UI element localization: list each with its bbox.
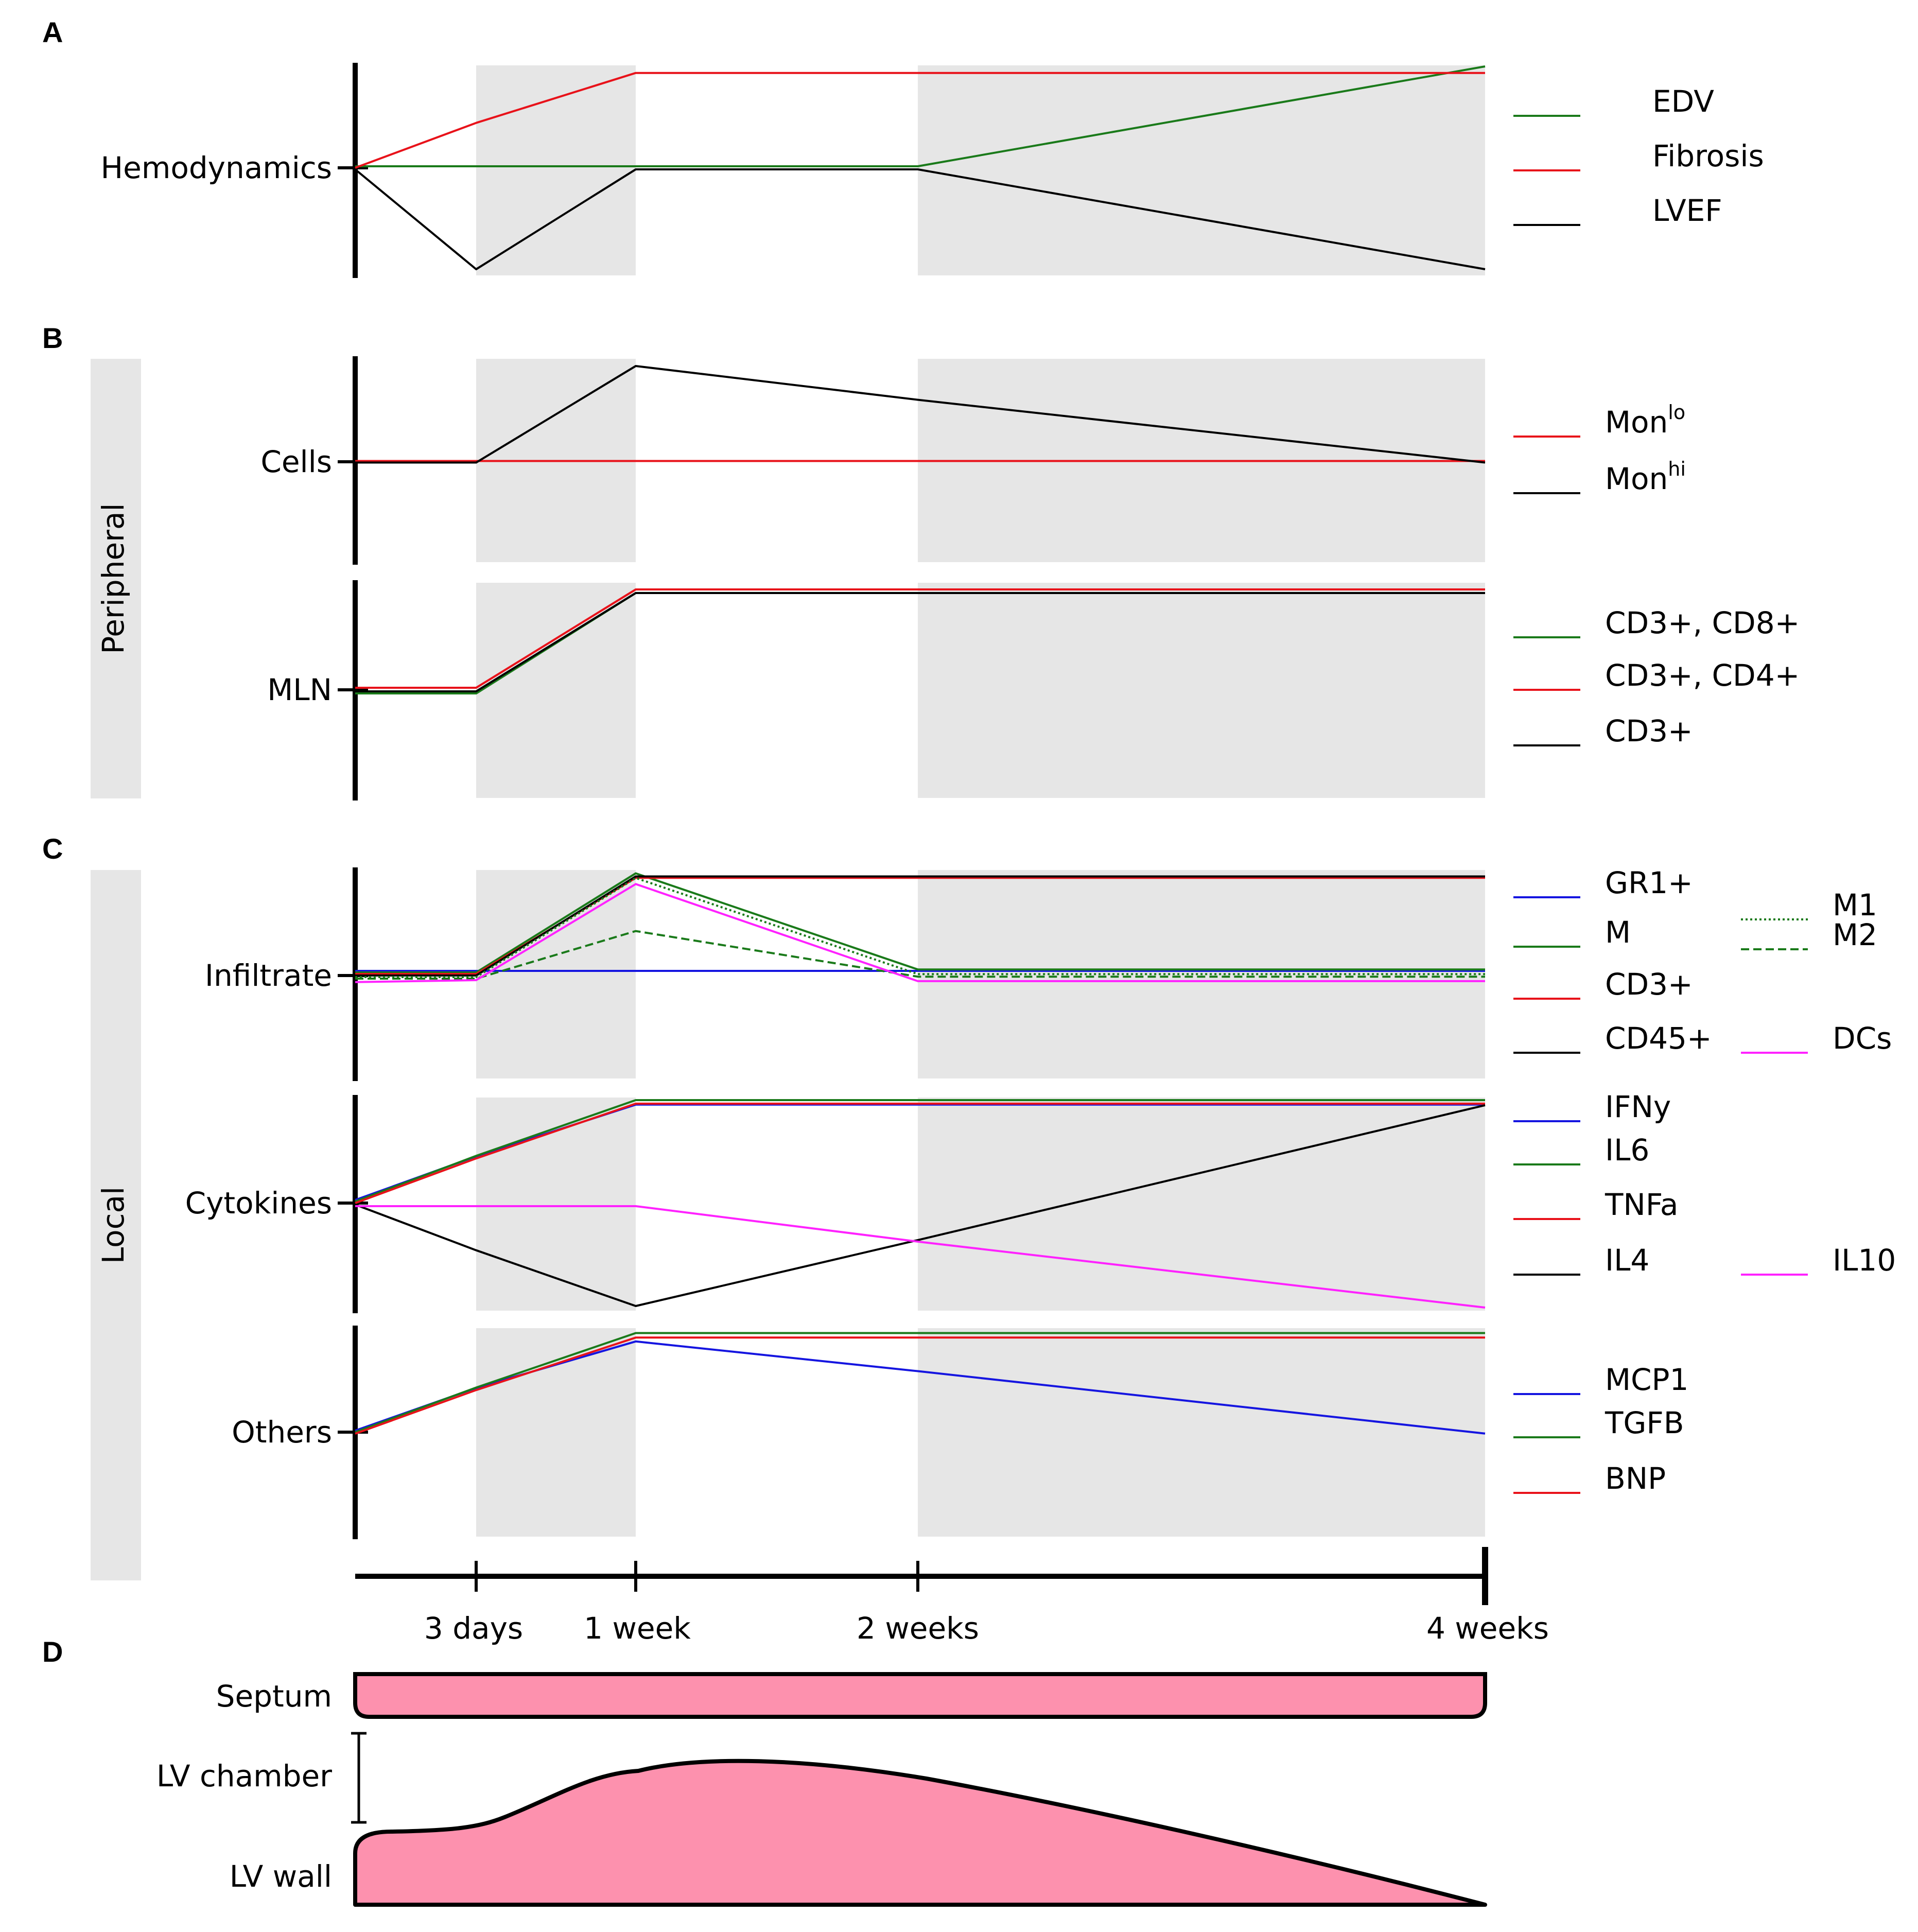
legend-label-cd3-cd4: CD3+, CD4+ xyxy=(1605,658,1800,693)
row-cytokines: Cytokines IFNy IL6 TNFa IL4 IL10 xyxy=(185,1089,1896,1313)
row-cells: Cells Monlo Monhi xyxy=(260,356,1686,565)
legend-label-m2: M2 xyxy=(1833,917,1877,952)
legend-label-bnp: BNP xyxy=(1605,1461,1666,1496)
panel-letter-c: C xyxy=(42,832,63,865)
legend-cells: Monlo Monhi xyxy=(1513,401,1686,496)
time-tick-label-2-weeks: 2 weeks xyxy=(857,1611,979,1646)
time-axis: 3 days 1 week 2 weeks 4 weeks xyxy=(355,1547,1549,1646)
legend-label-tgfb: TGFB xyxy=(1605,1405,1684,1440)
series-line-fibrosis xyxy=(355,72,1485,169)
peripheral-label: Peripheral xyxy=(96,503,131,654)
panel-d-heart-diagram: Septum LV chamber LV wall xyxy=(156,1672,1487,1907)
lv-wall-label: LV wall xyxy=(230,1859,332,1894)
legend-label-cd45: CD45+ xyxy=(1605,1021,1712,1056)
series-line-cd45 xyxy=(355,875,1485,977)
legend-hemodynamics: EDV Fibrosis LVEF xyxy=(1513,84,1764,228)
series-line-il6 xyxy=(355,1099,1485,1203)
series-line-m1 xyxy=(355,877,1485,978)
legend-others: MCP1 TGFB BNP xyxy=(1513,1362,1688,1496)
row-label: Cytokines xyxy=(185,1186,332,1221)
series-line-edv xyxy=(355,65,1486,167)
legend-label-il10: IL10 xyxy=(1833,1243,1896,1278)
shade-band-2 xyxy=(918,1098,1485,1311)
shade-band-2 xyxy=(918,1328,1485,1537)
shade-band-2 xyxy=(918,65,1485,275)
shade-band-1 xyxy=(476,583,636,798)
legend-label-il6: IL6 xyxy=(1605,1133,1649,1168)
septum-label: Septum xyxy=(216,1679,332,1714)
legend-mln: CD3+, CD8+ CD3+, CD4+ CD3+ xyxy=(1513,605,1800,749)
time-tick-label-3-days: 3 days xyxy=(424,1611,523,1646)
panel-letter-b: B xyxy=(42,322,63,354)
lv-chamber-label: LV chamber xyxy=(156,1759,332,1794)
lv-wall-shape xyxy=(353,1759,1487,1907)
series-line-cd3 xyxy=(355,877,1485,975)
series-line-bnp xyxy=(355,1336,1485,1435)
peripheral-group-bar xyxy=(91,359,141,798)
series-line-mon-hi xyxy=(355,365,1486,464)
row-label: MLN xyxy=(267,672,332,707)
legend-label-edv: EDV xyxy=(1652,84,1714,119)
septum-shape xyxy=(353,1672,1487,1719)
legend-label-mcp1: MCP1 xyxy=(1605,1362,1688,1397)
row-mln: MLN CD3+, CD8+ CD3+, CD4+ CD3+ xyxy=(267,580,1800,800)
legend-cytokines: IFNy IL6 TNFa IL4 IL10 xyxy=(1513,1089,1896,1278)
legend-label-fibrosis: Fibrosis xyxy=(1652,138,1764,173)
legend-label-cd3: CD3+ xyxy=(1605,967,1693,1002)
row-label: Infiltrate xyxy=(205,958,332,993)
series-line-il10 xyxy=(355,1205,1486,1309)
legend-label-m: M xyxy=(1605,915,1631,950)
row-others: Others MCP1 TGFB BNP xyxy=(232,1326,1688,1539)
legend-label-gr1: GR1+ xyxy=(1605,865,1693,900)
panel-letter-a: A xyxy=(42,16,63,48)
time-tick-label-1-week: 1 week xyxy=(584,1611,691,1646)
legend-label-lvef: LVEF xyxy=(1652,193,1722,228)
shade-band-1 xyxy=(476,65,636,275)
series-line-cd3-cd8 xyxy=(355,591,918,694)
panel-letter-d: D xyxy=(42,1635,63,1668)
legend-label-m1: M1 xyxy=(1833,887,1877,923)
local-group-bar xyxy=(91,870,141,1580)
legend-label-mon-lo: Monlo xyxy=(1605,401,1685,440)
chart-rows: HemodynamicsEDVFibrosisLVEFCellsMonloMon… xyxy=(101,63,1896,1539)
legend-label-cd3: CD3+ xyxy=(1605,713,1693,749)
series-line-dcs xyxy=(355,883,1485,983)
legend-label-dcs: DCs xyxy=(1833,1021,1892,1056)
series-line-lvef xyxy=(354,168,1486,270)
row-hemodynamics: Hemodynamics EDV Fibrosis LVEF xyxy=(101,63,1764,278)
shade-band-1 xyxy=(476,1098,636,1311)
shade-band-1 xyxy=(476,870,636,1078)
local-label: Local xyxy=(96,1187,131,1264)
chamber-scale-bar xyxy=(351,1732,367,1824)
legend-label-cd3-cd8: CD3+, CD8+ xyxy=(1605,605,1800,640)
series-line-cd3-cd4 xyxy=(355,588,1485,689)
time-tick-label-4-weeks: 4 weeks xyxy=(1426,1611,1549,1646)
row-label: Cells xyxy=(260,444,332,479)
series-line-m2 xyxy=(355,930,1485,980)
row-label: Hemodynamics xyxy=(101,150,332,185)
series-line-m xyxy=(355,872,1485,973)
series-line-tnfa xyxy=(355,1102,1485,1204)
series-line-il4 xyxy=(355,1104,1486,1307)
series-line-tgfb xyxy=(355,1332,1485,1433)
series-line-cd3 xyxy=(355,592,1485,692)
legend-label-mon-hi: Monhi xyxy=(1605,458,1686,496)
shade-band-2 xyxy=(918,583,1485,798)
row-label: Others xyxy=(232,1415,332,1450)
legend-label-tnfa: TNFa xyxy=(1605,1187,1678,1222)
legend-label-il4: IL4 xyxy=(1605,1243,1649,1278)
legend-label-ifny: IFNy xyxy=(1605,1089,1671,1124)
